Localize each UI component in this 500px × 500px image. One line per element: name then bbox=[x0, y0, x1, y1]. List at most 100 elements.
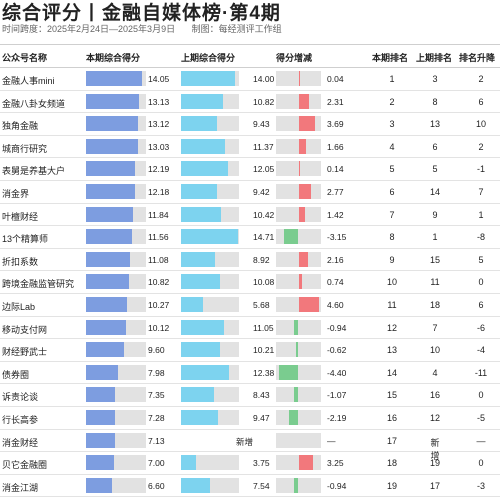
score-change-value: 3.25 bbox=[327, 458, 344, 469]
rank-change: 0 bbox=[478, 458, 484, 469]
current-rank: 3 bbox=[389, 119, 395, 130]
current-score-bar bbox=[86, 93, 146, 109]
current-score-value: 6.60 bbox=[148, 480, 165, 491]
table-row[interactable]: 13个精算师 11.56 14.71 -3.15 8 1 -8 bbox=[0, 225, 500, 249]
table-row[interactable]: 行长高参 7.28 9.47 -2.19 16 12 -5 bbox=[0, 406, 500, 430]
rank-change: -8 bbox=[476, 232, 485, 243]
header-rank-change[interactable]: 排名升降 bbox=[459, 53, 496, 63]
current-score-value: 10.82 bbox=[148, 277, 170, 288]
current-rank: 18 bbox=[386, 458, 397, 469]
score-change-value: 1.42 bbox=[327, 209, 344, 220]
previous-score-bar bbox=[181, 455, 239, 471]
current-score-value: 7.35 bbox=[148, 390, 165, 401]
current-score-fill bbox=[86, 229, 133, 245]
current-score-fill bbox=[86, 410, 116, 425]
current-score-value: 14.05 bbox=[148, 74, 170, 84]
score-change-bar bbox=[276, 410, 321, 425]
header-score-change[interactable]: 得分增减 bbox=[276, 53, 313, 63]
current-rank: 11 bbox=[387, 300, 397, 310]
table-row[interactable]: 消金江湖 6.60 7.54 -0.94 19 17 -3 bbox=[0, 474, 500, 498]
current-rank: 14 bbox=[386, 367, 397, 378]
rank-change: -3 bbox=[476, 480, 485, 491]
rank-change: 0 bbox=[478, 390, 484, 401]
table-row[interactable]: 金融八卦女频道 13.13 10.82 2.31 2 8 6 bbox=[0, 90, 500, 114]
table-row[interactable]: 表舅是养基大户 12.19 12.05 0.14 5 5 -1 bbox=[0, 157, 500, 181]
score-change-bar bbox=[276, 455, 321, 471]
current-score-value: 13.03 bbox=[148, 141, 170, 152]
previous-rank: 9 bbox=[432, 209, 438, 220]
current-score-fill bbox=[86, 274, 130, 290]
account-name: 叶檀财经 bbox=[2, 211, 39, 222]
previous-score-bar bbox=[181, 184, 239, 199]
score-change-bar bbox=[276, 274, 321, 290]
score-change-fill bbox=[298, 138, 306, 154]
table-row[interactable]: 消金财经 7.13 新增 — 17 新增 — bbox=[0, 429, 500, 461]
rank-change: 6 bbox=[478, 300, 484, 310]
score-change-fill bbox=[278, 364, 299, 380]
score-change-value: 3.69 bbox=[327, 119, 344, 130]
current-score-value: 12.19 bbox=[148, 164, 170, 175]
current-score-value: 13.13 bbox=[148, 96, 170, 107]
table-row[interactable]: 债券圈 7.98 12.38 -4.40 14 4 -11 bbox=[0, 361, 500, 385]
table-row[interactable]: 折扣系数 11.08 8.92 2.16 9 15 5 bbox=[0, 248, 500, 272]
previous-score-bar bbox=[181, 342, 239, 358]
score-change-bar bbox=[276, 138, 321, 154]
score-change-fill bbox=[298, 184, 311, 199]
rank-change: 1 bbox=[478, 209, 484, 220]
table-row[interactable]: 叶檀财经 11.84 10.42 1.42 7 9 1 bbox=[0, 203, 500, 227]
table-row[interactable]: 跨境金融监管研究 10.82 10.08 0.74 10 11 0 bbox=[0, 270, 500, 294]
header-current-rank[interactable]: 本期排名 bbox=[372, 53, 409, 63]
previous-score-bar bbox=[181, 364, 239, 380]
account-name: 消金财经 bbox=[2, 437, 39, 448]
current-score-value: 9.60 bbox=[148, 345, 165, 356]
previous-rank: 10 bbox=[429, 345, 440, 356]
header-current-score[interactable]: 本期综合得分 bbox=[86, 53, 141, 63]
previous-score-bar bbox=[181, 229, 239, 245]
current-rank: 2 bbox=[389, 96, 395, 107]
table-row[interactable]: 边际Lab 10.27 5.68 4.60 11 18 6 bbox=[0, 293, 500, 317]
account-name: 边际Lab bbox=[2, 302, 36, 312]
previous-rank: 新增 bbox=[430, 437, 440, 461]
table-row[interactable]: 贝它金融圈 7.00 3.75 3.25 18 19 0 bbox=[0, 451, 500, 475]
table-row[interactable]: 独角金融 13.12 9.43 3.69 3 13 10 bbox=[0, 112, 500, 136]
table-row[interactable]: 财经野武士 9.60 10.21 -0.62 13 10 -4 bbox=[0, 338, 500, 362]
account-name: 消金界 bbox=[2, 189, 30, 199]
previous-rank: 8 bbox=[432, 96, 438, 107]
current-score-bar bbox=[86, 206, 146, 222]
account-name: 独角金融 bbox=[2, 121, 39, 132]
score-change-bar bbox=[276, 161, 321, 177]
header-previous-score[interactable]: 上期综合得分 bbox=[181, 53, 236, 63]
table-row[interactable]: 诉责论谈 7.35 8.43 -1.07 15 16 0 bbox=[0, 383, 500, 407]
score-change-value: 2.31 bbox=[327, 96, 344, 107]
previous-score-value: 10.42 bbox=[253, 209, 275, 220]
table-row[interactable]: 消金界 12.18 9.42 2.77 6 14 7 bbox=[0, 180, 500, 204]
previous-score-bar bbox=[181, 206, 239, 222]
current-score-value: 11.56 bbox=[148, 232, 169, 243]
table-row[interactable]: 金融人事mini 14.05 14.00 0.04 1 3 2 bbox=[0, 67, 500, 91]
previous-rank: 19 bbox=[429, 458, 440, 469]
score-change-bar bbox=[276, 364, 321, 380]
score-change-value: 1.66 bbox=[327, 141, 344, 152]
previous-score-value: 10.82 bbox=[253, 96, 275, 107]
current-rank: 19 bbox=[386, 480, 397, 491]
account-name: 跨境金融监管研究 bbox=[2, 279, 75, 290]
previous-score-value: 11.37 bbox=[253, 141, 274, 152]
header-previous-rank[interactable]: 上期排名 bbox=[416, 53, 453, 63]
current-score-bar bbox=[86, 342, 146, 358]
score-change-fill bbox=[294, 477, 299, 493]
score-change-bar bbox=[276, 387, 321, 403]
maker-credit: 制图：每经测评工作组 bbox=[191, 24, 282, 34]
score-change-bar bbox=[276, 71, 321, 86]
rank-change: -11 bbox=[474, 367, 488, 378]
table-row[interactable]: 城商行研究 13.03 11.37 1.66 4 6 2 bbox=[0, 135, 500, 159]
previous-score-fill bbox=[181, 297, 203, 312]
previous-rank: 4 bbox=[432, 367, 438, 378]
previous-score-fill bbox=[181, 93, 223, 109]
score-change-fill bbox=[298, 297, 320, 312]
current-rank: 6 bbox=[389, 187, 395, 197]
header-name[interactable]: 公众号名称 bbox=[2, 53, 48, 63]
table-row[interactable]: 移动支付网 10.12 11.05 -0.94 12 7 -6 bbox=[0, 316, 500, 340]
current-score-fill bbox=[86, 297, 128, 312]
previous-rank: 7 bbox=[432, 322, 438, 333]
previous-rank: 1 bbox=[432, 232, 438, 243]
